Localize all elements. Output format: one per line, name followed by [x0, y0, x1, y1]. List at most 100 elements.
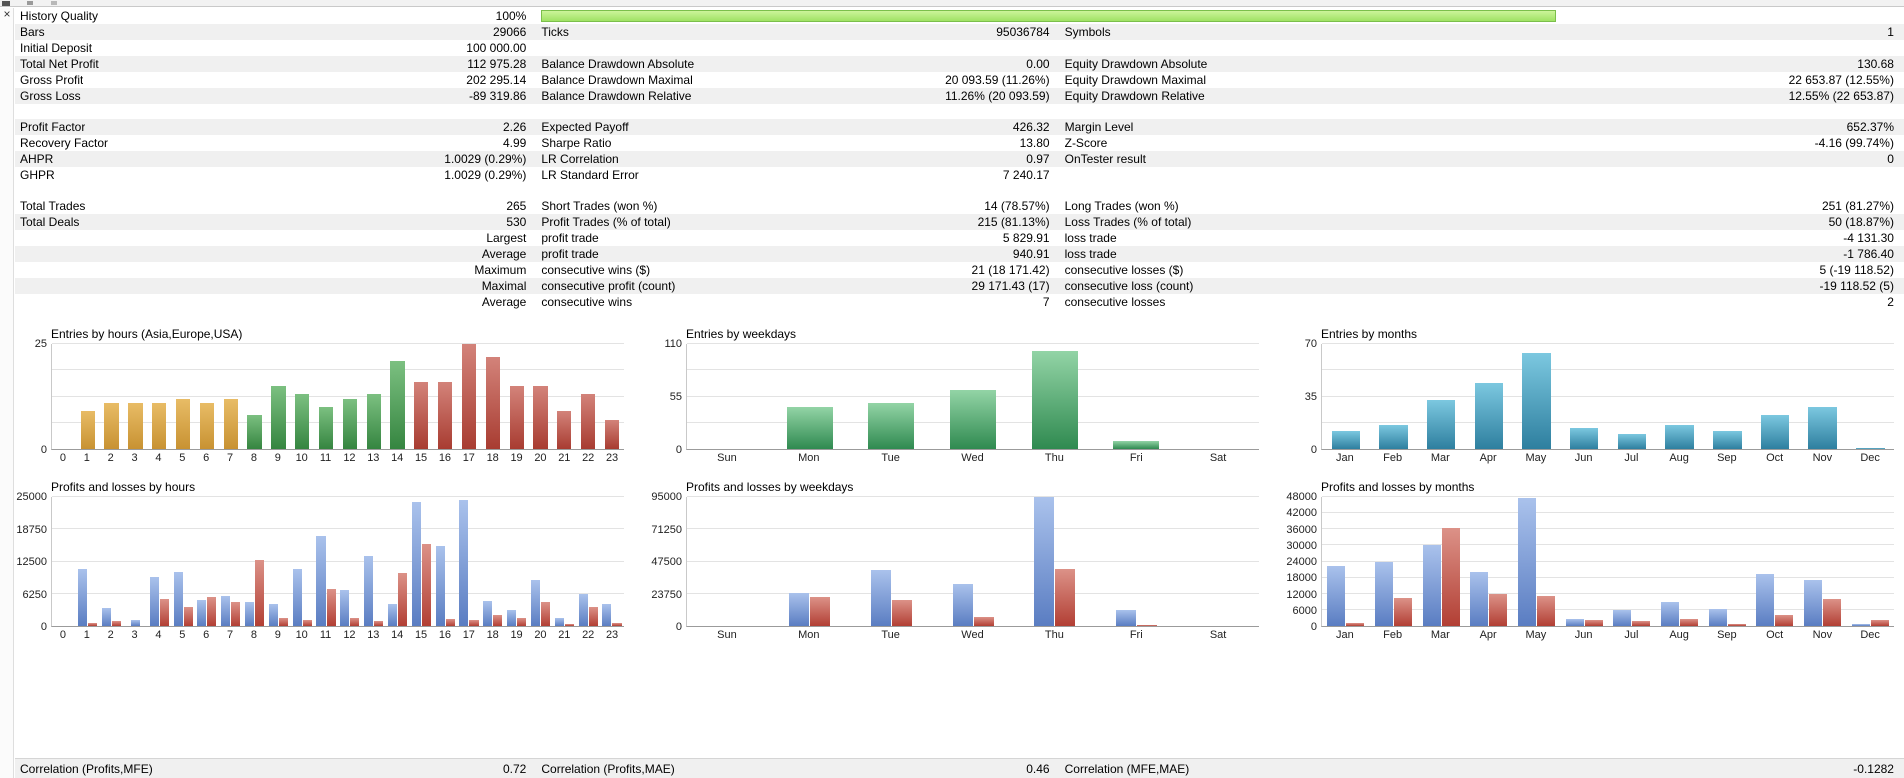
profit-bar — [1708, 609, 1727, 626]
x-tick-label: 17 — [462, 629, 475, 641]
loss-bar — [1870, 619, 1889, 626]
stat-label: LR Correlation — [541, 152, 619, 166]
entries-bar — [1760, 414, 1790, 449]
stat-value: 4.99 — [503, 136, 527, 150]
stat-label: Balance Drawdown Absolute — [541, 57, 695, 71]
entries-bar — [152, 402, 167, 449]
loss-bar — [493, 615, 503, 626]
x-tick-label: Feb — [1383, 629, 1403, 641]
clipped-toolbar-mark — [2, 1, 10, 6]
y-tick-label: 18000 — [1286, 572, 1317, 585]
y-tick-label: 36000 — [1286, 523, 1317, 536]
entries-bar — [1617, 434, 1647, 449]
bar-group — [338, 497, 362, 626]
loss-bar — [564, 623, 574, 626]
stat-cell: consecutive profit (count) 29 171.43 (17) — [536, 278, 1059, 294]
stat-cell: Gross Profit 202 295.14 — [15, 72, 536, 88]
x-tick-label: 22 — [582, 629, 595, 641]
chart-plot-area: 48000 42000 36000 30000 24000 18000 12000 6000 0 — [1285, 491, 1894, 633]
loss-bar — [1489, 593, 1508, 626]
y-tick-label: 55 — [669, 391, 682, 403]
y-axis: 95000 71250 47500 23750 0 — [650, 491, 686, 633]
profit-bar — [1470, 572, 1489, 626]
x-tick-label: 22 — [582, 452, 595, 464]
gridline — [52, 592, 624, 594]
stat-label: loss trade — [1064, 247, 1117, 261]
bar-group — [409, 344, 433, 449]
plot — [1321, 343, 1894, 450]
stat-cell: consecutive losses ($) 5 (-19 118.52) — [1060, 262, 1904, 278]
x-tick-label: Dec — [1860, 629, 1880, 641]
stat-cell: Maximum — [15, 262, 536, 278]
stat-label: Correlation (Profits,MAE) — [541, 762, 675, 776]
profit-bar — [870, 570, 891, 626]
x-tick-label: Thu — [1044, 452, 1064, 464]
close-panel-button[interactable]: × — [3, 7, 11, 21]
gridline — [687, 528, 1259, 530]
y-tick-label: 23750 — [651, 588, 682, 601]
bar-group — [576, 497, 600, 626]
x-tick-label: 7 — [227, 452, 234, 464]
stat-label: Initial Deposit — [20, 41, 93, 55]
chart-profits-losses-by-weekdays: Profits and losses by weekdays 95000 71250… — [650, 480, 1259, 641]
y-axis: 25000 18750 12500 6250 0 — [15, 491, 51, 633]
x-tick-label: 20 — [534, 629, 547, 641]
profit-bar — [459, 499, 469, 626]
stat-value: -4.16 (99.74%) — [1814, 136, 1894, 150]
stat-cell: Profit Trades (% of total) 215 (81.13%) — [536, 214, 1059, 230]
stat-label: AHPR — [20, 152, 54, 166]
profit-bar — [1327, 565, 1346, 626]
stat-label: Balance Drawdown Maximal — [541, 73, 693, 87]
stat-label: LR Standard Error — [541, 168, 639, 182]
entries-bar — [175, 398, 191, 449]
bar-group — [1417, 497, 1465, 626]
stat-value: Maximum — [474, 263, 527, 277]
profit-bar — [244, 602, 255, 626]
stats-row: Total Trades 265 Short Trades (won %) 14 (7… — [15, 198, 1904, 214]
entries-bar — [1855, 447, 1885, 449]
gridline — [1322, 528, 1894, 530]
x-tick-label: Oct — [1766, 629, 1784, 641]
bar-group — [409, 497, 433, 626]
x-tick-label: Mon — [798, 629, 820, 641]
y-tick-label: 35 — [1304, 391, 1317, 403]
stat-value: 21 (18 171.42) — [971, 263, 1050, 277]
bar-group — [76, 497, 100, 626]
loss-bar — [1441, 527, 1460, 626]
stat-label: Ticks — [541, 25, 569, 39]
x-tick-label: Nov — [1812, 452, 1833, 464]
stat-value: 29066 — [492, 25, 527, 39]
loss-bar — [350, 617, 360, 626]
entries-bar — [80, 411, 95, 449]
profit-bar — [507, 609, 517, 626]
loss-bar — [1394, 597, 1413, 626]
clipped-toolbar-mark — [51, 1, 57, 5]
bar-group — [1608, 344, 1656, 449]
stat-label: profit trade — [541, 247, 599, 261]
plot — [686, 343, 1259, 450]
bar-group — [1703, 344, 1751, 449]
correlation-row: Correlation (Profits,MFE) 0.72 Correlation… — [15, 758, 1904, 778]
bar-group — [1322, 497, 1370, 626]
profit-bar — [78, 569, 88, 626]
stat-cell: consecutive losses 2 — [1060, 294, 1904, 310]
stat-label: Z-Score — [1064, 136, 1108, 150]
loss-bar — [231, 602, 241, 626]
entries-bar — [318, 407, 334, 449]
entries-bar — [1808, 407, 1837, 449]
stat-cell: Correlation (MFE,MAE) -0.1282 — [1060, 759, 1904, 778]
stat-value: 7 — [1042, 295, 1050, 309]
loss-bar — [255, 559, 265, 626]
x-tick-label: Jun — [1574, 629, 1593, 641]
x-tick-label: Mar — [1430, 452, 1450, 464]
x-tick-label: 18 — [486, 629, 499, 641]
x-tick-label: Tue — [881, 629, 900, 641]
chart-title: Entries by hours (Asia,Europe,USA) — [51, 327, 243, 341]
chart-plot-area: 110 55 0 — [650, 338, 1259, 456]
x-tick-label: 6 — [203, 629, 210, 641]
profit-bar — [952, 583, 973, 626]
loss-bar — [207, 597, 217, 626]
stat-value: 0 — [1887, 152, 1894, 166]
y-tick-label: 0 — [1310, 444, 1317, 456]
